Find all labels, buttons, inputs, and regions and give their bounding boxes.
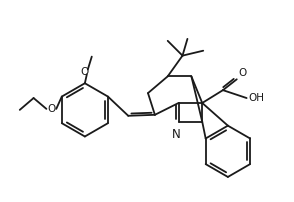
Text: N: N — [172, 128, 181, 141]
Text: O: O — [47, 104, 56, 114]
Text: OH: OH — [249, 93, 265, 103]
Text: O: O — [81, 67, 89, 77]
Text: O: O — [239, 68, 247, 78]
